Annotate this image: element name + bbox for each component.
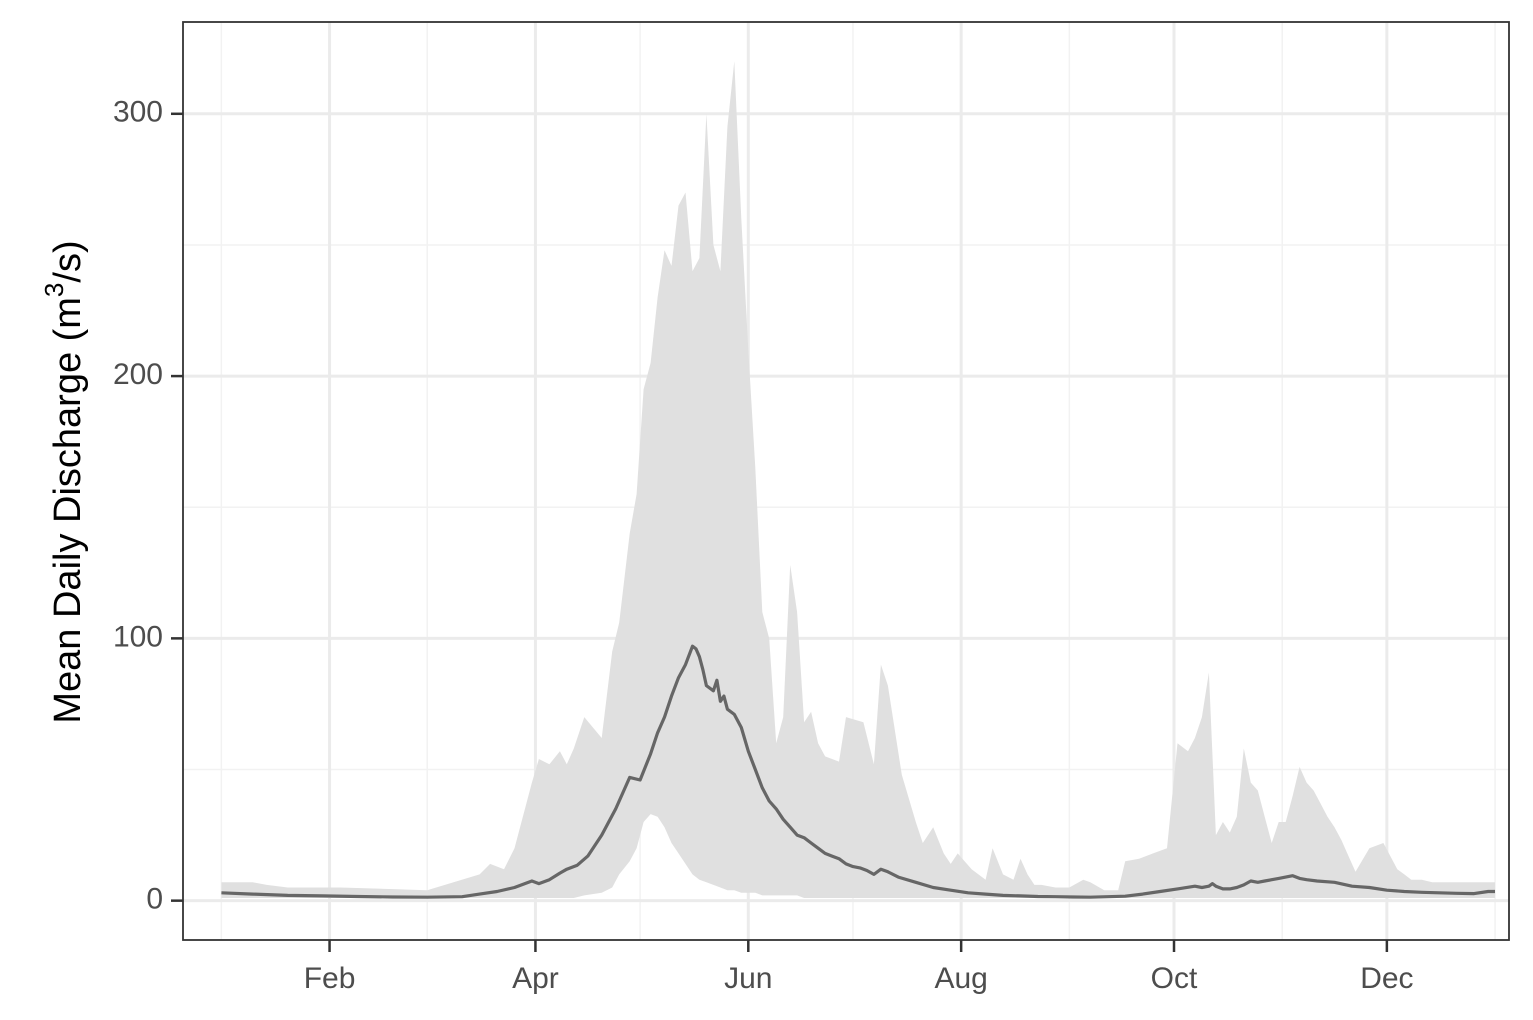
x-axis: Feb Apr Jun Aug Oct Dec	[304, 940, 1414, 995]
panel-border	[182, 21, 1510, 941]
x-tick-label: Apr	[512, 962, 559, 995]
x-tick-label: Aug	[934, 962, 987, 995]
y-axis-title-main: Mean Daily Discharge (m	[47, 297, 89, 724]
x-tick-label: Dec	[1360, 962, 1413, 995]
y-tick-label: 100	[113, 620, 163, 653]
y-axis-title: Mean Daily Discharge (m3/s)	[39, 240, 89, 723]
x-tick-label: Feb	[304, 962, 356, 995]
y-tick-label: 0	[146, 883, 163, 916]
y-axis-title-superscript: 3	[39, 283, 69, 297]
mean-discharge-line	[221, 644, 1495, 899]
y-tick-label: 300	[113, 96, 163, 129]
range-ribbon	[221, 61, 1495, 899]
x-tick-label: Jun	[724, 962, 772, 995]
y-axis-title-suffix: /s)	[47, 240, 89, 282]
x-tick-label: Oct	[1151, 962, 1198, 995]
y-axis: 0 100 200 300	[113, 96, 183, 916]
y-tick-label: 200	[113, 358, 163, 391]
